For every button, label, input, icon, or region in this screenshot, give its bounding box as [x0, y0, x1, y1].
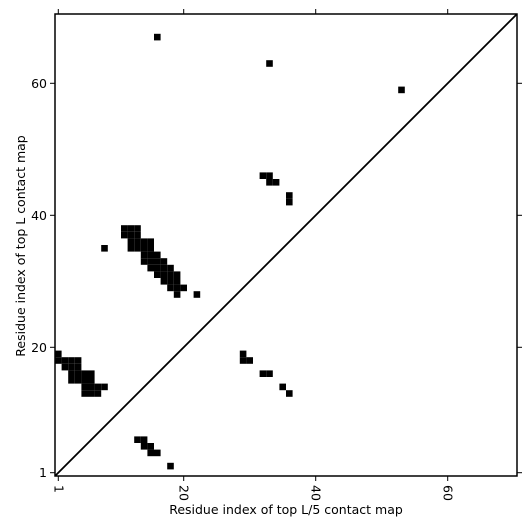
contact-cell: [140, 258, 148, 265]
contact-cell: [74, 363, 82, 371]
contact-cell: [101, 383, 108, 391]
contact-cell: [147, 258, 154, 265]
contact-cell: [127, 231, 135, 239]
contact-cell: [134, 238, 141, 245]
contact-cell: [167, 264, 174, 272]
contact-cell: [127, 245, 135, 252]
contact-cell: [266, 60, 273, 67]
contact-cell: [134, 231, 141, 239]
contact-cell: [266, 370, 273, 377]
contact-cell: [140, 436, 148, 443]
contact-cell: [88, 370, 95, 377]
contact-cell: [134, 436, 141, 443]
contact-cell: [147, 245, 154, 252]
contact-cell: [154, 251, 161, 259]
contact-cell: [68, 377, 75, 384]
x-tick-label: 40: [309, 485, 324, 501]
contact-cell: [173, 271, 181, 278]
y-axis-label: Residue index of top L contact map: [13, 135, 28, 356]
contact-cell: [259, 172, 267, 179]
contact-cell: [94, 383, 102, 391]
contact-cell: [81, 383, 88, 391]
y-tick-label: 1: [39, 465, 47, 480]
y-tick-label: 20: [31, 340, 47, 355]
contact-cell: [140, 251, 148, 259]
x-axis-label: Residue index of top L/5 contact map: [169, 502, 403, 517]
contact-cell: [246, 357, 253, 364]
contact-cell: [88, 383, 95, 391]
contact-cell: [266, 172, 273, 179]
contact-cell: [167, 284, 174, 292]
x-tick-label: 60: [441, 485, 456, 501]
contact-cell: [147, 251, 154, 259]
contact-cell: [154, 33, 161, 41]
contact-cell: [193, 291, 201, 298]
contact-cell: [239, 350, 247, 358]
contact-cell: [134, 245, 141, 252]
contact-cell: [286, 390, 293, 397]
contact-cell: [167, 462, 174, 470]
contact-cell: [239, 357, 247, 364]
contact-cell: [88, 377, 95, 384]
contact-cell: [173, 278, 181, 285]
contact-cell: [140, 238, 148, 245]
contact-cell: [154, 271, 161, 278]
contact-cell: [173, 284, 181, 292]
x-tick-label: 1: [51, 485, 66, 493]
contact-cell: [272, 179, 280, 186]
contact-cell: [173, 291, 181, 298]
contact-cell: [121, 231, 128, 239]
contact-cell: [286, 192, 293, 199]
contact-cell: [68, 357, 75, 364]
contact-cell: [147, 264, 154, 272]
contact-cell: [101, 245, 108, 252]
contact-cell: [61, 357, 69, 364]
contact-cell: [167, 271, 174, 278]
contact-cell: [279, 383, 286, 391]
contact-cell: [121, 225, 128, 232]
contact-cell: [55, 357, 62, 364]
contact-cell: [134, 225, 141, 232]
contact-cell: [94, 390, 102, 397]
x-tick-label: 20: [177, 485, 192, 501]
contact-cell: [81, 370, 88, 377]
contact-cell: [180, 284, 187, 292]
contact-cell: [127, 238, 135, 245]
contact-cell: [160, 258, 168, 265]
contact-cell: [74, 377, 82, 384]
plot-frame: [54, 13, 518, 477]
contact-cell: [140, 443, 148, 450]
contact-cell: [160, 278, 168, 285]
contact-cell: [61, 363, 69, 371]
contact-cell: [140, 245, 148, 252]
contact-cell: [266, 179, 273, 186]
contact-cell: [74, 370, 82, 377]
contact-cell: [147, 443, 154, 450]
contact-cell: [127, 225, 135, 232]
contact-cell: [81, 377, 88, 384]
contact-cell: [68, 370, 75, 377]
contact-cell: [259, 370, 267, 377]
y-tick-label: 40: [31, 208, 47, 223]
y-tick-label: 60: [31, 76, 47, 91]
diagonal-line: [54, 13, 518, 477]
contact-cell: [286, 198, 293, 206]
contact-cell: [147, 449, 154, 457]
contact-cell: [81, 390, 88, 397]
contact-cell: [154, 264, 161, 272]
contact-cell: [154, 258, 161, 265]
contact-cell: [55, 350, 62, 358]
contact-cell: [160, 271, 168, 278]
contact-cell: [160, 264, 168, 272]
contact-cell: [154, 449, 161, 457]
contact-cell: [68, 363, 75, 371]
contact-cell: [74, 357, 82, 364]
contact-cell: [147, 238, 154, 245]
contact-cell: [88, 390, 95, 397]
contact-cell: [167, 278, 174, 285]
contact-cell: [398, 86, 405, 94]
